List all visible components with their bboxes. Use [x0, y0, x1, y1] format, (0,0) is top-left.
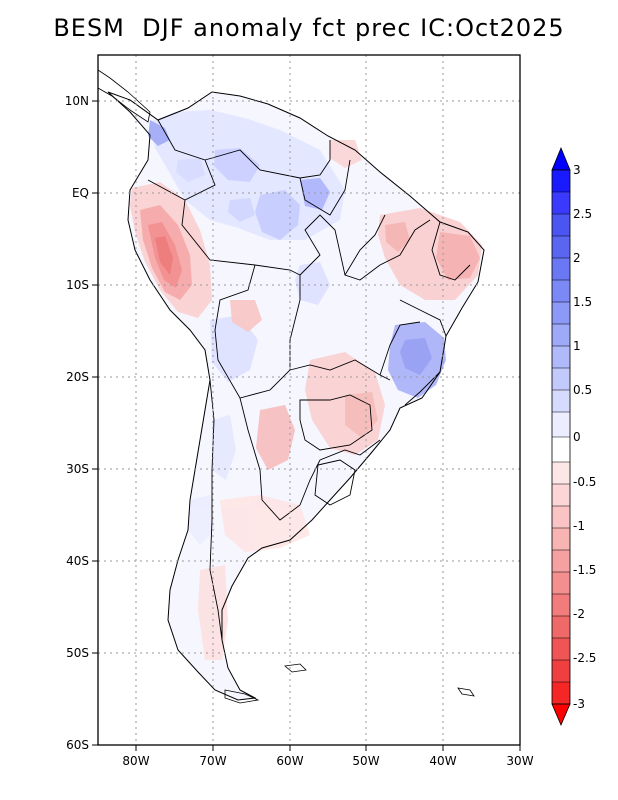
colorbar-bottom-arrow [551, 703, 571, 727]
country-borders [147, 119, 471, 641]
islands [224, 663, 475, 704]
positive-anomaly-shading [148, 110, 446, 545]
colorbar-label: 3 [573, 163, 581, 177]
colorbar-label: -1.5 [573, 563, 596, 577]
lon-label: 50W [352, 754, 379, 768]
colorbar-label: 2 [573, 251, 581, 265]
lon-label: 30W [506, 754, 533, 768]
colorbar-label: 2.5 [573, 207, 592, 221]
lat-label: 40S [66, 554, 89, 568]
coastline [107, 91, 485, 701]
map-frame [97, 54, 521, 746]
colorbar-label: -2 [573, 607, 585, 621]
map-title: BESM DJF anomaly fct prec IC:Oct2025 [53, 14, 565, 42]
colorbar-label: 0.5 [573, 383, 592, 397]
colorbar-label: 1 [573, 339, 581, 353]
longitude-axis [135, 745, 521, 751]
lon-label: 60W [276, 754, 303, 768]
lon-label: 80W [122, 754, 149, 768]
grid-lines [98, 55, 520, 745]
colorbar-label: 0 [573, 430, 581, 444]
colorbar-label: -1 [573, 519, 585, 533]
colorbar-label: -3 [573, 697, 585, 711]
lat-label: 30S [66, 462, 89, 476]
negative-anomaly-shading [130, 140, 482, 660]
latitude-axis [92, 100, 98, 746]
lat-label: EQ [72, 186, 89, 200]
lat-label: 50S [66, 646, 89, 660]
colorbar-label: -0.5 [573, 475, 596, 489]
colorbar-top-arrow [551, 146, 571, 171]
colorbar-label: -2.5 [573, 651, 596, 665]
colorbar-label: 1.5 [573, 295, 592, 309]
map-area [98, 69, 485, 704]
lat-label: 20S [66, 370, 89, 384]
lon-label: 40W [429, 754, 456, 768]
lat-label: 60S [66, 738, 89, 752]
lat-label: 10S [66, 278, 89, 292]
lat-label: 10N [65, 94, 89, 108]
land-central-america [98, 69, 151, 123]
lon-label: 70W [199, 754, 226, 768]
colorbar [551, 146, 571, 727]
